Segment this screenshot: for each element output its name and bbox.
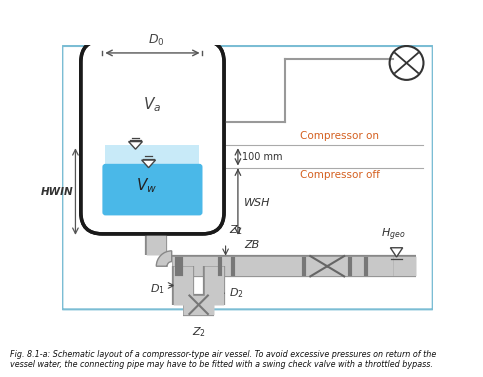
Bar [105,146,199,170]
Text: Fig. 8.1-a: Schematic layout of a compressor-type air vessel. To avoid excessive: Fig. 8.1-a: Schematic layout of a compre… [10,350,436,369]
FancyBboxPatch shape [62,46,433,310]
Text: Compressor on: Compressor on [300,131,379,141]
Text: HWIN: HWIN [41,187,74,196]
Text: $D_0$: $D_0$ [148,33,165,48]
Text: $D_2$: $D_2$ [229,286,244,300]
FancyBboxPatch shape [102,164,202,215]
Text: WSH: WSH [244,198,270,208]
Polygon shape [128,142,142,149]
Polygon shape [390,248,403,257]
Text: $H_{geo}$: $H_{geo}$ [381,227,406,243]
Text: Compressor off: Compressor off [300,170,380,180]
Polygon shape [142,160,156,168]
Text: $D_1$: $D_1$ [150,282,165,296]
Text: $Z_1$: $Z_1$ [229,223,243,237]
Text: $V_a$: $V_a$ [143,95,162,114]
Text: $V_w$: $V_w$ [136,176,157,195]
Wedge shape [156,251,171,266]
Text: $Z_2$: $Z_2$ [192,325,206,339]
FancyBboxPatch shape [81,41,224,234]
Text: 100 mm: 100 mm [242,152,282,162]
Text: ZB: ZB [244,241,259,250]
